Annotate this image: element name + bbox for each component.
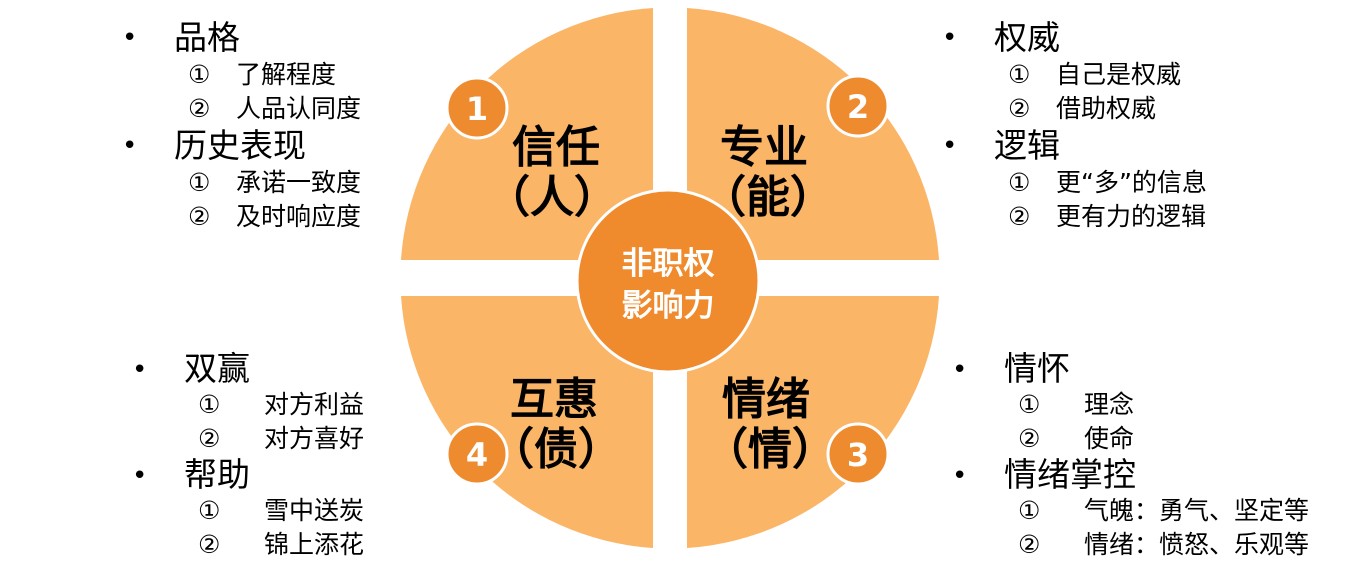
badge-4-number: 4	[466, 436, 488, 474]
circled-number: ①	[188, 60, 211, 89]
quadrant-emotion-title: 情绪	[722, 374, 810, 425]
factor-sub-text: 承诺一致度	[236, 168, 362, 197]
factor-sub-item: ② 借助权威	[942, 92, 1207, 126]
circled-number: ①	[1018, 390, 1041, 419]
quadrant-expertise-subtitle: （能）	[702, 172, 834, 223]
reciprocity-factor-list: 双赢 ① 对方利益 ② 对方喜好 帮助 ① 雪中送炭 ② 锦上添花	[132, 350, 364, 562]
factor-sub-text: 更“多”的信息	[1056, 168, 1207, 197]
factor-sub-item: ② 使命	[952, 422, 1309, 456]
factor-title: 品格	[122, 18, 361, 58]
circled-number: ②	[198, 424, 221, 453]
quadrant-reciprocity-title: 互惠	[510, 374, 598, 425]
factor-group: 品格 ① 了解程度 ② 人品认同度	[122, 18, 361, 126]
badge-4: 4	[445, 422, 509, 486]
factor-sub-item: ① 了解程度	[122, 58, 361, 92]
factor-sub-text: 雪中送炭	[264, 496, 365, 525]
emotion-factor-list: 情怀 ① 理念 ② 使命 情绪掌控 ① 气魄：勇气、坚定等 ② 情绪：愤怒、乐观等	[952, 350, 1309, 562]
badge-2-number: 2	[847, 88, 869, 126]
factor-sub-item: ① 承诺一致度	[122, 166, 361, 200]
factor-sub-text: 自己是权威	[1056, 60, 1182, 89]
badge-2: 2	[826, 74, 890, 138]
expertise-factor-list: 权威 ① 自己是权威 ② 借助权威 逻辑 ① 更“多”的信息 ② 更有力的逻辑	[942, 18, 1207, 234]
factor-group: 双赢 ① 对方利益 ② 对方喜好	[132, 350, 364, 456]
center-label-line2: 影响力	[622, 288, 715, 324]
factor-sub-item: ② 更有力的逻辑	[942, 200, 1207, 234]
circled-number: ②	[1008, 202, 1031, 231]
factor-group: 历史表现 ① 承诺一致度 ② 及时响应度	[122, 126, 361, 234]
factor-sub-item: ② 情绪：愤怒、乐观等	[952, 528, 1309, 562]
center-label-line1: 非职权	[622, 246, 715, 282]
quadrant-reciprocity	[401, 296, 653, 548]
factor-sub-text: 人品认同度	[236, 94, 362, 123]
factor-title: 历史表现	[122, 126, 361, 166]
factor-sub-item: ① 自己是权威	[942, 58, 1207, 92]
circled-number: ②	[188, 94, 211, 123]
factor-title: 权威	[942, 18, 1207, 58]
factor-sub-text: 锦上添花	[264, 530, 365, 559]
quadrant-emotion-subtitle: （情）	[704, 424, 836, 475]
factor-sub-item: ② 锦上添花	[132, 528, 364, 562]
quadrant-expertise-title: 专业	[720, 122, 808, 173]
circled-number: ①	[198, 496, 221, 525]
factor-sub-text: 借助权威	[1056, 94, 1157, 123]
factor-group: 权威 ① 自己是权威 ② 借助权威	[942, 18, 1207, 126]
factor-sub-text: 对方利益	[264, 390, 365, 419]
quadrant-expertise	[687, 8, 939, 260]
circled-number: ②	[1018, 530, 1041, 559]
factor-sub-item: ① 气魄：勇气、坚定等	[952, 494, 1309, 528]
factor-sub-item: ② 对方喜好	[132, 422, 364, 456]
badge-3-number: 3	[847, 436, 869, 474]
circled-number: ①	[188, 168, 211, 197]
circled-number: ①	[1008, 168, 1031, 197]
circled-number: ②	[188, 202, 211, 231]
quadrant-trust	[401, 8, 653, 260]
factor-sub-item: ① 雪中送炭	[132, 494, 364, 528]
factor-group: 情绪掌控 ① 气魄：勇气、坚定等 ② 情绪：愤怒、乐观等	[952, 456, 1309, 562]
factor-sub-text: 情绪：愤怒、乐观等	[1084, 530, 1310, 559]
badge-1-number: 1	[466, 90, 488, 128]
trust-factor-list: 品格 ① 了解程度 ② 人品认同度 历史表现 ① 承诺一致度 ② 及时响应度	[122, 18, 361, 234]
circled-number: ②	[1008, 94, 1031, 123]
circled-number: ②	[1018, 424, 1041, 453]
factor-title: 情怀	[952, 350, 1309, 391]
factor-sub-item: ① 理念	[952, 388, 1309, 422]
factor-sub-item: ① 更“多”的信息	[942, 166, 1207, 200]
factor-sub-text: 更有力的逻辑	[1056, 202, 1207, 231]
factor-title: 情绪掌控	[952, 456, 1309, 497]
quadrant-reciprocity-subtitle: （债）	[490, 424, 622, 475]
factor-group: 逻辑 ① 更“多”的信息 ② 更有力的逻辑	[942, 126, 1207, 234]
factor-sub-text: 气魄：勇气、坚定等	[1084, 496, 1310, 525]
circled-number: ①	[1008, 60, 1031, 89]
factor-title: 逻辑	[942, 126, 1207, 166]
factor-title: 双赢	[132, 350, 364, 391]
quadrant-trust-title: 信任	[512, 122, 600, 173]
factor-sub-item: ① 对方利益	[132, 388, 364, 422]
quadrant-trust-subtitle: （人）	[486, 172, 618, 223]
factor-sub-text: 了解程度	[236, 60, 337, 89]
factor-group: 情怀 ① 理念 ② 使命	[952, 350, 1309, 456]
factor-sub-text: 理念	[1084, 390, 1135, 419]
factor-group: 帮助 ① 雪中送炭 ② 锦上添花	[132, 456, 364, 562]
factor-sub-text: 使命	[1084, 424, 1135, 453]
badge-1: 1	[445, 76, 509, 140]
factor-sub-text: 对方喜好	[264, 424, 365, 453]
quadrant-emotion	[687, 296, 939, 548]
factor-sub-item: ② 人品认同度	[122, 92, 361, 126]
badge-3: 3	[826, 422, 890, 486]
factor-sub-item: ② 及时响应度	[122, 200, 361, 234]
circled-number: ②	[198, 530, 221, 559]
factor-sub-text: 及时响应度	[236, 202, 362, 231]
factor-title: 帮助	[132, 456, 364, 497]
circled-number: ①	[1018, 496, 1041, 525]
circled-number: ①	[198, 390, 221, 419]
center-circle	[575, 188, 761, 374]
